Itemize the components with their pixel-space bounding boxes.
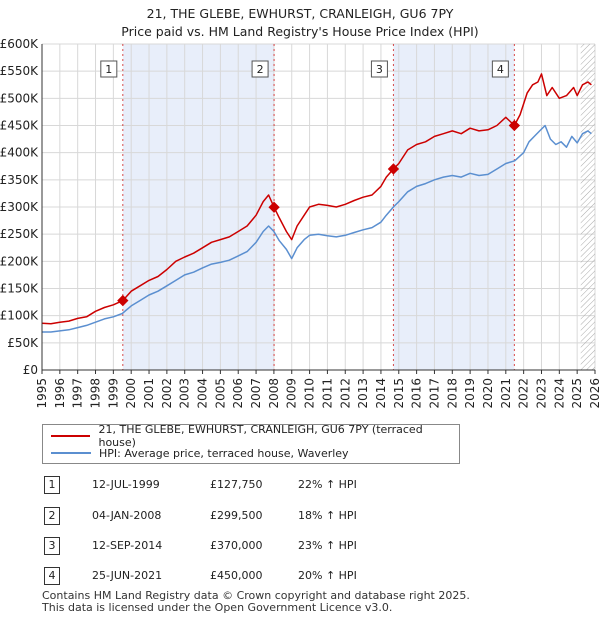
x-tick-label: 2008	[267, 378, 281, 409]
x-tick-label: 1995	[35, 378, 49, 409]
legend-swatch-hpi	[51, 452, 91, 454]
x-tick-label: 2026	[588, 378, 600, 409]
sale-number: 1	[44, 476, 60, 494]
x-tick-label: 2014	[374, 378, 388, 409]
sale-number: 2	[44, 507, 60, 525]
sale-number: 4	[44, 567, 60, 585]
sale-label-box	[100, 60, 118, 78]
x-tick-label: 2015	[392, 378, 406, 409]
sale-marker	[387, 163, 400, 175]
sale-number: 3	[44, 537, 60, 555]
x-tick-label: 2023	[534, 378, 548, 409]
sale-marker	[268, 201, 280, 213]
y-tick-label: £100K	[0, 309, 39, 323]
y-tick-label: £400K	[0, 146, 39, 160]
sale-label-number: 2	[257, 63, 264, 76]
x-tick-label: 2004	[196, 378, 210, 409]
x-tick-label: 2016	[410, 378, 424, 409]
x-tick-label: 2019	[463, 378, 477, 409]
y-tick-label: £500K	[0, 91, 39, 105]
legend: 21, THE GLEBE, EWHURST, CRANLEIGH, GU6 7…	[42, 423, 460, 464]
sale-date: 04-JAN-2008	[92, 509, 162, 522]
x-tick-label: 2006	[231, 378, 245, 409]
x-tick-label: 2021	[499, 378, 513, 409]
chart-title-address: 21, THE GLEBE, EWHURST, CRANLEIGH, GU6 7…	[146, 6, 454, 21]
y-tick-label: £150K	[0, 282, 39, 296]
sale-label-box	[370, 60, 388, 78]
y-tick-label: £300K	[0, 200, 39, 214]
sale-date: 12-SEP-2014	[92, 539, 163, 552]
future-hatch	[580, 44, 595, 370]
x-tick-label: 1997	[71, 378, 85, 409]
property-series-line	[41, 73, 592, 325]
legend-swatch-property	[51, 435, 91, 437]
footer: Contains HM Land Registry data © Crown c…	[42, 590, 470, 614]
x-tick-label: 2002	[160, 378, 174, 409]
x-tick-label: 2001	[142, 378, 156, 409]
sale-price: £370,000	[210, 539, 263, 552]
sale-label-number: 3	[376, 63, 383, 76]
y-tick-label: £200K	[0, 254, 39, 268]
x-tick-label: 2022	[517, 378, 531, 409]
y-tick-label: £450K	[0, 119, 39, 133]
x-tick-label: 2017	[427, 378, 441, 409]
hpi-series-line	[42, 124, 592, 333]
sale-label-number: 1	[105, 63, 112, 76]
x-tick-label: 1999	[106, 378, 120, 409]
y-tick-label: £550K	[0, 64, 39, 78]
sale-hpi: 18% ↑ HPI	[298, 509, 357, 522]
y-tick-label: £350K	[0, 173, 39, 187]
legend-item-hpi: HPI: Average price, terraced house, Wave…	[51, 445, 349, 461]
x-tick-label: 2005	[213, 378, 227, 409]
x-tick-label: 2012	[338, 378, 352, 409]
sale-label-box	[251, 60, 269, 78]
x-tick-label: 2000	[124, 378, 138, 409]
x-tick-label: 2010	[303, 378, 317, 409]
x-tick-label: 2007	[249, 378, 263, 409]
sale-label-box	[491, 60, 509, 78]
legend-label-property: 21, THE GLEBE, EWHURST, CRANLEIGH, GU6 7…	[98, 423, 423, 449]
x-tick-label: 1996	[53, 378, 67, 409]
legend-label-hpi: HPI: Average price, terraced house, Wave…	[99, 446, 349, 460]
sale-hpi: 22% ↑ HPI	[298, 478, 357, 491]
chart-subtitle: Price paid vs. HM Land Registry's House …	[121, 24, 479, 39]
x-tick-label: 2018	[445, 378, 459, 409]
footer-licence: This data is licensed under the Open Gov…	[42, 601, 393, 614]
sale-hpi: 20% ↑ HPI	[298, 569, 357, 582]
sale-date: 12-JUL-1999	[92, 478, 160, 491]
x-tick-label: 2024	[552, 378, 566, 409]
y-tick-label: £250K	[0, 227, 39, 241]
sale-price: £299,500	[210, 509, 263, 522]
price-chart: 1 2 3 4 1995 1996 1997 1998 1999 2000 2001 2002 200…	[0, 37, 600, 409]
x-tick-label: 2025	[570, 378, 584, 409]
sale-hpi: 23% ↑ HPI	[298, 539, 357, 552]
x-tick-label: 2013	[356, 378, 370, 409]
x-tick-label: 2020	[481, 378, 495, 409]
x-tick-label: 2003	[178, 378, 192, 409]
x-tick-label: 2009	[285, 378, 299, 409]
sale-date: 25-JUN-2021	[92, 569, 163, 582]
sale-label-number: 4	[497, 63, 504, 76]
sale-price: £450,000	[210, 569, 263, 582]
y-tick-label: £600K	[0, 37, 39, 51]
x-tick-label: 2011	[320, 378, 334, 409]
legend-item-property: 21, THE GLEBE, EWHURST, CRANLEIGH, GU6 7…	[51, 423, 459, 449]
footer-copyright: Contains HM Land Registry data © Crown c…	[42, 589, 470, 602]
x-tick-label: 1998	[89, 378, 103, 409]
sale-price: £127,750	[210, 478, 263, 491]
y-tick-label: £0	[23, 363, 38, 377]
y-tick-label: £50K	[7, 336, 39, 350]
